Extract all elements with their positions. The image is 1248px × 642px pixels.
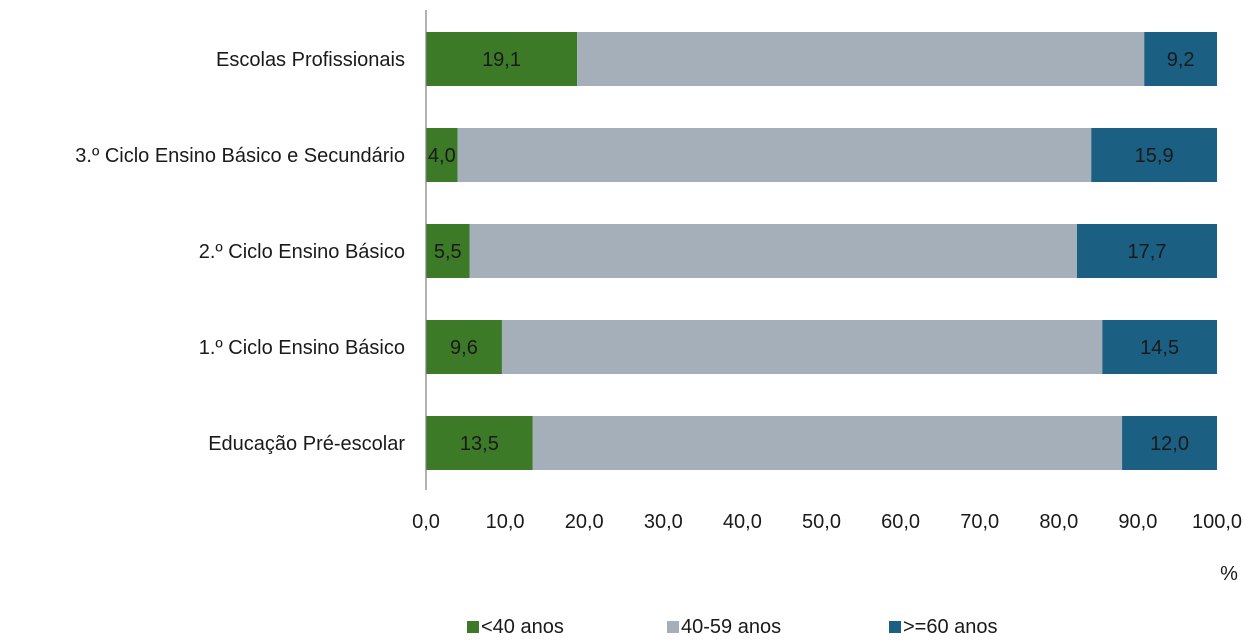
category-label: 3.º Ciclo Ensino Básico e Secundário (75, 145, 405, 167)
data-label: 12,0 (1150, 433, 1189, 455)
bar-segment (469, 224, 1077, 278)
bar-segment (1091, 128, 1217, 182)
category-label: Educação Pré-escolar (208, 433, 405, 455)
legend-swatch (889, 621, 901, 633)
bar-segment (426, 224, 470, 278)
bar-segment (532, 416, 1123, 470)
data-label: 17,7 (1128, 241, 1167, 263)
bar-segment (1076, 224, 1217, 278)
value-labels-group: 19,1 9,2 4,0 15,9 5,5 17,7 9,6 14,5 13,5 12,0 (428, 49, 1195, 455)
bar-segment (426, 416, 533, 470)
x-tick-label: 80,0 (1039, 511, 1078, 533)
legend-swatch (667, 621, 679, 633)
bar-segment (1122, 416, 1217, 470)
legend-label: <40 anos (481, 616, 564, 637)
data-label: 9,6 (450, 337, 478, 359)
data-label: 14,5 (1140, 337, 1179, 359)
x-tick-labels-group: 0,0 10,0 20,0 30,0 40,0 50,0 60,0 70,0 80,0 90,0 1… (412, 511, 1242, 533)
bar-segment (457, 128, 1092, 182)
category-label: 2.º Ciclo Ensino Básico (199, 241, 405, 263)
x-tick-label: 30,0 (644, 511, 683, 533)
x-tick-label: 20,0 (565, 511, 604, 533)
x-tick-label: 70,0 (960, 511, 999, 533)
bar-segment (426, 128, 458, 182)
legend-label: 40-59 anos (681, 616, 781, 637)
legend-swatch (467, 621, 479, 633)
x-tick-label: 50,0 (802, 511, 841, 533)
bar-segment (1144, 32, 1217, 86)
data-label: 15,9 (1135, 145, 1174, 167)
category-label: 1.º Ciclo Ensino Básico (199, 337, 405, 359)
bars-group (426, 32, 1217, 470)
data-label: 19,1 (482, 49, 521, 71)
bar-segment (426, 32, 578, 86)
legend-label: >=60 anos (903, 616, 998, 637)
bar-segment (501, 320, 1103, 374)
data-label: 5,5 (434, 241, 462, 263)
x-tick-label: 60,0 (881, 511, 920, 533)
data-label: 4,0 (428, 145, 456, 167)
bar-segment (577, 32, 1145, 86)
category-labels-group: Escolas Profissionais 3.º Ciclo Ensino Bá… (75, 49, 405, 455)
legend: <40 anos 40-59 anos >=60 anos (467, 616, 998, 638)
x-tick-label: 100,0 (1192, 511, 1242, 533)
category-label: Escolas Profissionais (216, 49, 405, 71)
x-tick-label: 0,0 (412, 511, 440, 533)
x-axis-unit-label: % (1220, 563, 1238, 585)
bar-segment (426, 320, 502, 374)
bar-segment (1102, 320, 1217, 374)
data-label: 9,2 (1167, 49, 1195, 71)
x-tick-label: 40,0 (723, 511, 762, 533)
x-tick-label: 90,0 (1118, 511, 1157, 533)
data-label: 13,5 (460, 433, 499, 455)
x-tick-label: 10,0 (486, 511, 525, 533)
